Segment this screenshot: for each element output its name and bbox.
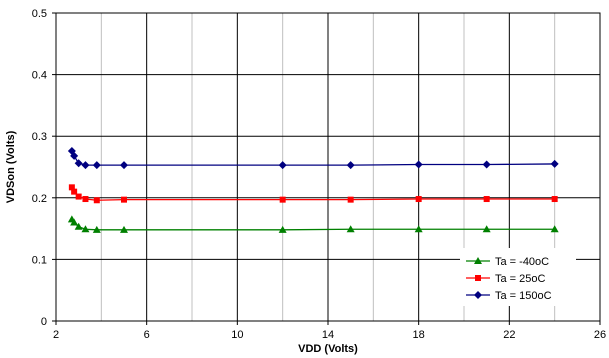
y-tick-label: 0.3 (32, 131, 47, 143)
data-point (93, 197, 100, 204)
data-point (482, 225, 491, 233)
y-tick-label: 0.4 (32, 70, 47, 82)
data-point (551, 196, 558, 203)
data-point (70, 151, 79, 160)
data-point (347, 196, 354, 203)
data-point (92, 225, 101, 233)
legend: Ta = -40oC Ta = 25oC Ta = 150oC (460, 248, 576, 306)
series-0 (67, 215, 559, 233)
data-point (482, 160, 491, 169)
data-point (414, 160, 423, 169)
x-tick-label: 6 (144, 329, 150, 341)
y-axis-title: VDSon (Volts) (5, 130, 17, 203)
y-axis: 0 0.1 0.2 0.3 0.4 0.5 (32, 8, 56, 328)
x-tick-label: 2 (53, 329, 59, 341)
legend-entry: Ta = -40oC (466, 256, 549, 268)
data-point (81, 161, 90, 170)
data-point (92, 161, 101, 170)
y-tick-label: 0.1 (32, 254, 47, 266)
data-point (74, 222, 83, 230)
y-tick-label: 0 (41, 316, 47, 328)
x-axis: 2 6 10 14 18 22 26 (53, 321, 606, 341)
x-tick-label: 26 (594, 329, 606, 341)
legend-label: Ta = -40oC (495, 256, 549, 268)
data-point (346, 225, 355, 233)
data-point (74, 159, 83, 168)
legend-label: Ta = 150oC (495, 290, 552, 302)
data-point (550, 159, 559, 168)
data-point (415, 196, 422, 203)
data-point (414, 225, 423, 233)
data-point (82, 196, 89, 203)
data-point (550, 225, 559, 233)
series-layer (67, 146, 559, 233)
x-tick-label: 22 (503, 329, 515, 341)
legend-marker (474, 291, 482, 299)
data-point (278, 225, 287, 233)
data-point (278, 161, 287, 170)
legend-marker (475, 275, 481, 281)
data-point (120, 225, 128, 233)
data-point (121, 196, 127, 203)
y-tick-label: 0.2 (32, 193, 47, 205)
data-point (120, 161, 128, 170)
data-point (483, 196, 490, 203)
x-tick-label: 10 (231, 329, 243, 341)
data-point (279, 196, 286, 203)
series-2 (67, 146, 559, 170)
legend-entry: Ta = 150oC (466, 290, 552, 302)
x-tick-label: 18 (413, 329, 425, 341)
y-tick-label: 0.5 (32, 8, 47, 20)
legend-label: Ta = 25oC (495, 273, 546, 285)
x-tick-label: 14 (322, 329, 334, 341)
data-point (68, 184, 75, 191)
data-point (71, 188, 78, 195)
data-point (81, 225, 90, 233)
data-point (346, 161, 355, 170)
data-point (75, 193, 82, 200)
x-axis-title: VDD (Volts) (298, 343, 358, 355)
data-point (70, 218, 79, 226)
legend-marker (474, 257, 482, 264)
legend-entry: Ta = 25oC (466, 273, 546, 285)
series-1 (68, 184, 558, 204)
